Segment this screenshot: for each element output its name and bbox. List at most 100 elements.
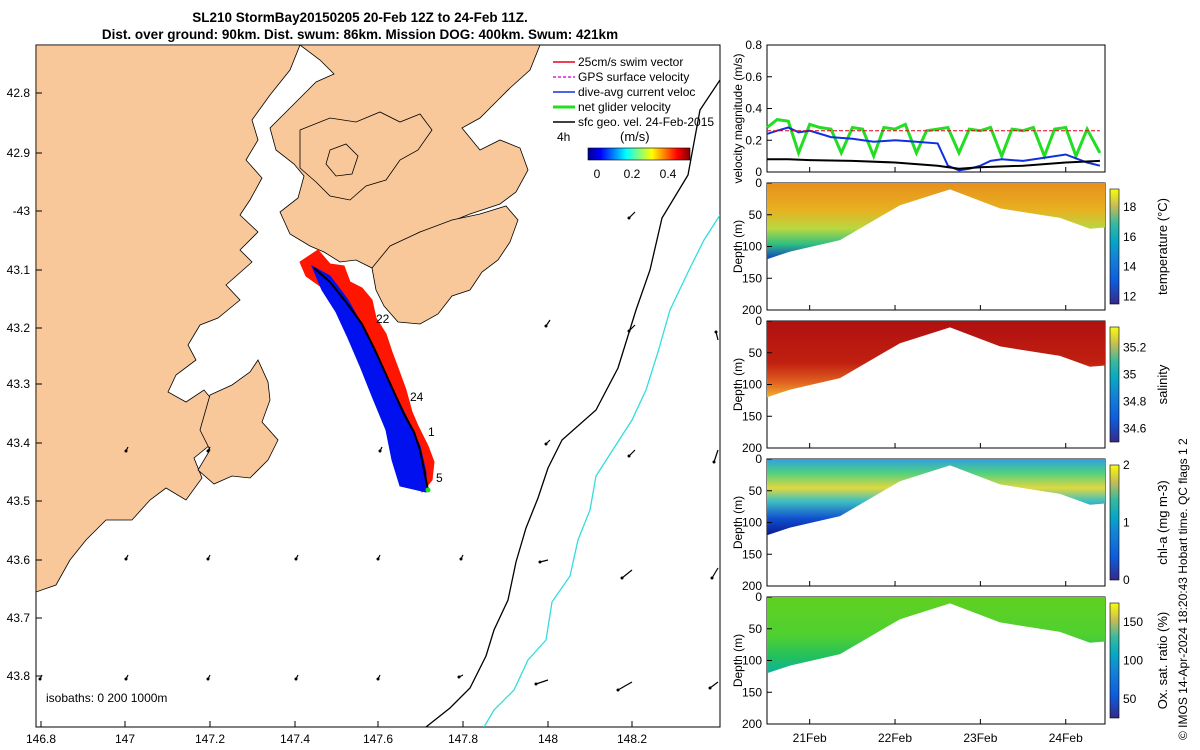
section-fill <box>767 183 1105 260</box>
depth-ylabel: Depth (m) <box>731 358 745 411</box>
colorbar-tick-label: 0.2 <box>624 167 641 181</box>
lat-tick-label: -43 <box>13 204 31 218</box>
y-tick-label: 50 <box>749 484 763 498</box>
y-tick-label: 0.6 <box>745 70 762 84</box>
surface-velocity-arrowhead <box>294 677 298 681</box>
velocity-series-line <box>766 118 1102 161</box>
heatmap-colorbar <box>1109 602 1120 719</box>
x-tick-label: 21Feb <box>793 731 827 745</box>
depth-ylabel: Depth (m) <box>731 220 745 273</box>
y-tick-label: 0 <box>755 314 762 328</box>
credit-text: © IMOS 14-Apr-2024 18:20:43 Hobart time.… <box>1176 438 1190 740</box>
section-fill <box>767 597 1105 674</box>
colorbar-tick-label: 2 <box>1123 458 1130 472</box>
surface-velocity-arrowhead <box>710 576 714 580</box>
legend-label: GPS surface velocity <box>578 70 689 84</box>
depth-ylabel: Depth (m) <box>731 496 745 549</box>
velocity-series-line <box>766 126 1101 172</box>
land-mass-tasman <box>197 359 279 485</box>
land-mass-north <box>299 111 433 201</box>
colorbar-tag: 4h <box>557 130 570 144</box>
colorbar-tick-label: 34.8 <box>1123 394 1147 408</box>
surface-velocity-arrowhead <box>627 216 631 220</box>
map-panel: 22 24 1 5 42.8 42.9 -43 43.1 43.2 43.3 43.4 43.5 43… <box>7 44 721 746</box>
surface-velocity-vectors <box>38 211 719 692</box>
colorbar-label: (m/s) <box>620 129 650 144</box>
isobaths-label: isobaths: 0 200 1000m <box>46 691 167 705</box>
lon-tick-label: 147.8 <box>448 732 478 746</box>
colorbar-tick-label: 16 <box>1123 230 1137 244</box>
lon-tick-label: 146.8 <box>26 732 56 746</box>
surface-velocity-arrowhead <box>538 560 542 564</box>
colorbar-label: temperature (°C) <box>1155 198 1170 295</box>
surface-velocity-arrowhead <box>206 449 210 453</box>
legend-label: net glider velocity <box>578 100 671 114</box>
surface-velocity-arrowhead <box>124 677 128 681</box>
lon-tick-label: 147.6 <box>363 732 393 746</box>
day-label: 5 <box>436 471 443 485</box>
surface-velocity-arrowhead <box>206 677 210 681</box>
surface-velocity-arrowhead <box>459 557 463 561</box>
velocity-series-line <box>767 158 1100 170</box>
y-tick-label: 200 <box>742 579 762 593</box>
land-mass-southeast <box>371 205 519 325</box>
chart-title-line1: SL210 StormBay20150205 20-Feb 12Z to 24-… <box>192 10 528 25</box>
section-heatmap-panel: 0 50 100 150 200 Depth (m) 0 1 2 chl-a (mg m-3) <box>731 452 1170 593</box>
lat-tick-label: 43.7 <box>7 611 31 625</box>
surface-velocity-arrowhead <box>627 454 631 458</box>
colorbar-label: chl-a (mg m-3) <box>1155 480 1170 565</box>
speed-colorbar <box>587 147 691 161</box>
depth-ylabel: Depth (m) <box>731 634 745 687</box>
lat-tick-label: 42.8 <box>7 86 31 100</box>
y-tick-label: 50 <box>749 346 763 360</box>
surface-velocity-arrowhead <box>294 557 298 561</box>
colorbar-tick-label: 35.2 <box>1123 340 1147 354</box>
surface-velocity-arrowhead <box>206 557 210 561</box>
y-tick-label: 0.2 <box>745 133 762 147</box>
lon-tick-label: 148 <box>538 732 558 746</box>
colorbar-tick-label: 12 <box>1123 290 1137 304</box>
y-tick-label: 50 <box>749 622 763 636</box>
glider-track <box>313 267 429 491</box>
section-heatmap-panel: 0 50 100 150 200 Depth (m) 50 100 150 Ox. sat. ra… <box>731 590 1170 745</box>
surface-velocity-arrowhead <box>457 675 461 679</box>
colorbar-tick-label: 1 <box>1123 516 1130 530</box>
surface-velocity-arrowhead <box>124 557 128 561</box>
lat-tick-label: 43.2 <box>7 321 31 335</box>
y-tick-label: 200 <box>742 717 762 731</box>
y-tick-label: 0.4 <box>745 102 762 116</box>
colorbar-tick-label: 14 <box>1123 260 1137 274</box>
lat-tick-label: 43.4 <box>7 436 31 450</box>
surface-velocity-arrowhead <box>544 442 548 446</box>
legend-label: dive-avg current veloc <box>578 85 695 99</box>
surface-velocity-arrowhead <box>376 557 380 561</box>
surface-velocity-arrow <box>617 681 633 691</box>
colorbar-tick-label: 18 <box>1123 200 1137 214</box>
y-tick-label: 50 <box>749 208 763 222</box>
colorbar-tick-label: 35 <box>1123 367 1137 381</box>
colorbar-label: salinity <box>1155 364 1170 404</box>
y-tick-label: 200 <box>742 303 762 317</box>
section-fill <box>767 459 1105 536</box>
colorbar-tick-label: 50 <box>1123 692 1137 706</box>
x-tick-label: 22Feb <box>878 731 912 745</box>
x-tick-label: 23Feb <box>963 731 997 745</box>
isobath-200m <box>425 79 720 727</box>
surface-velocity-arrowhead <box>708 686 712 690</box>
lon-tick-label: 147.2 <box>195 732 225 746</box>
surface-velocity-arrowhead <box>627 329 631 333</box>
lat-tick-label: 43.6 <box>7 553 31 567</box>
velocity-axes-frame <box>766 44 1106 173</box>
day-label: 1 <box>428 425 435 439</box>
surface-velocity-arrowhead <box>376 677 380 681</box>
day-label: 22 <box>376 312 390 326</box>
colorbar-tick-label: 0.4 <box>660 167 677 181</box>
surface-velocity-arrow <box>713 449 719 463</box>
day-label: 24 <box>410 390 424 404</box>
land-mass-west <box>36 45 301 593</box>
y-tick-label: 150 <box>742 547 762 561</box>
surface-velocity-arrowhead <box>534 682 538 686</box>
